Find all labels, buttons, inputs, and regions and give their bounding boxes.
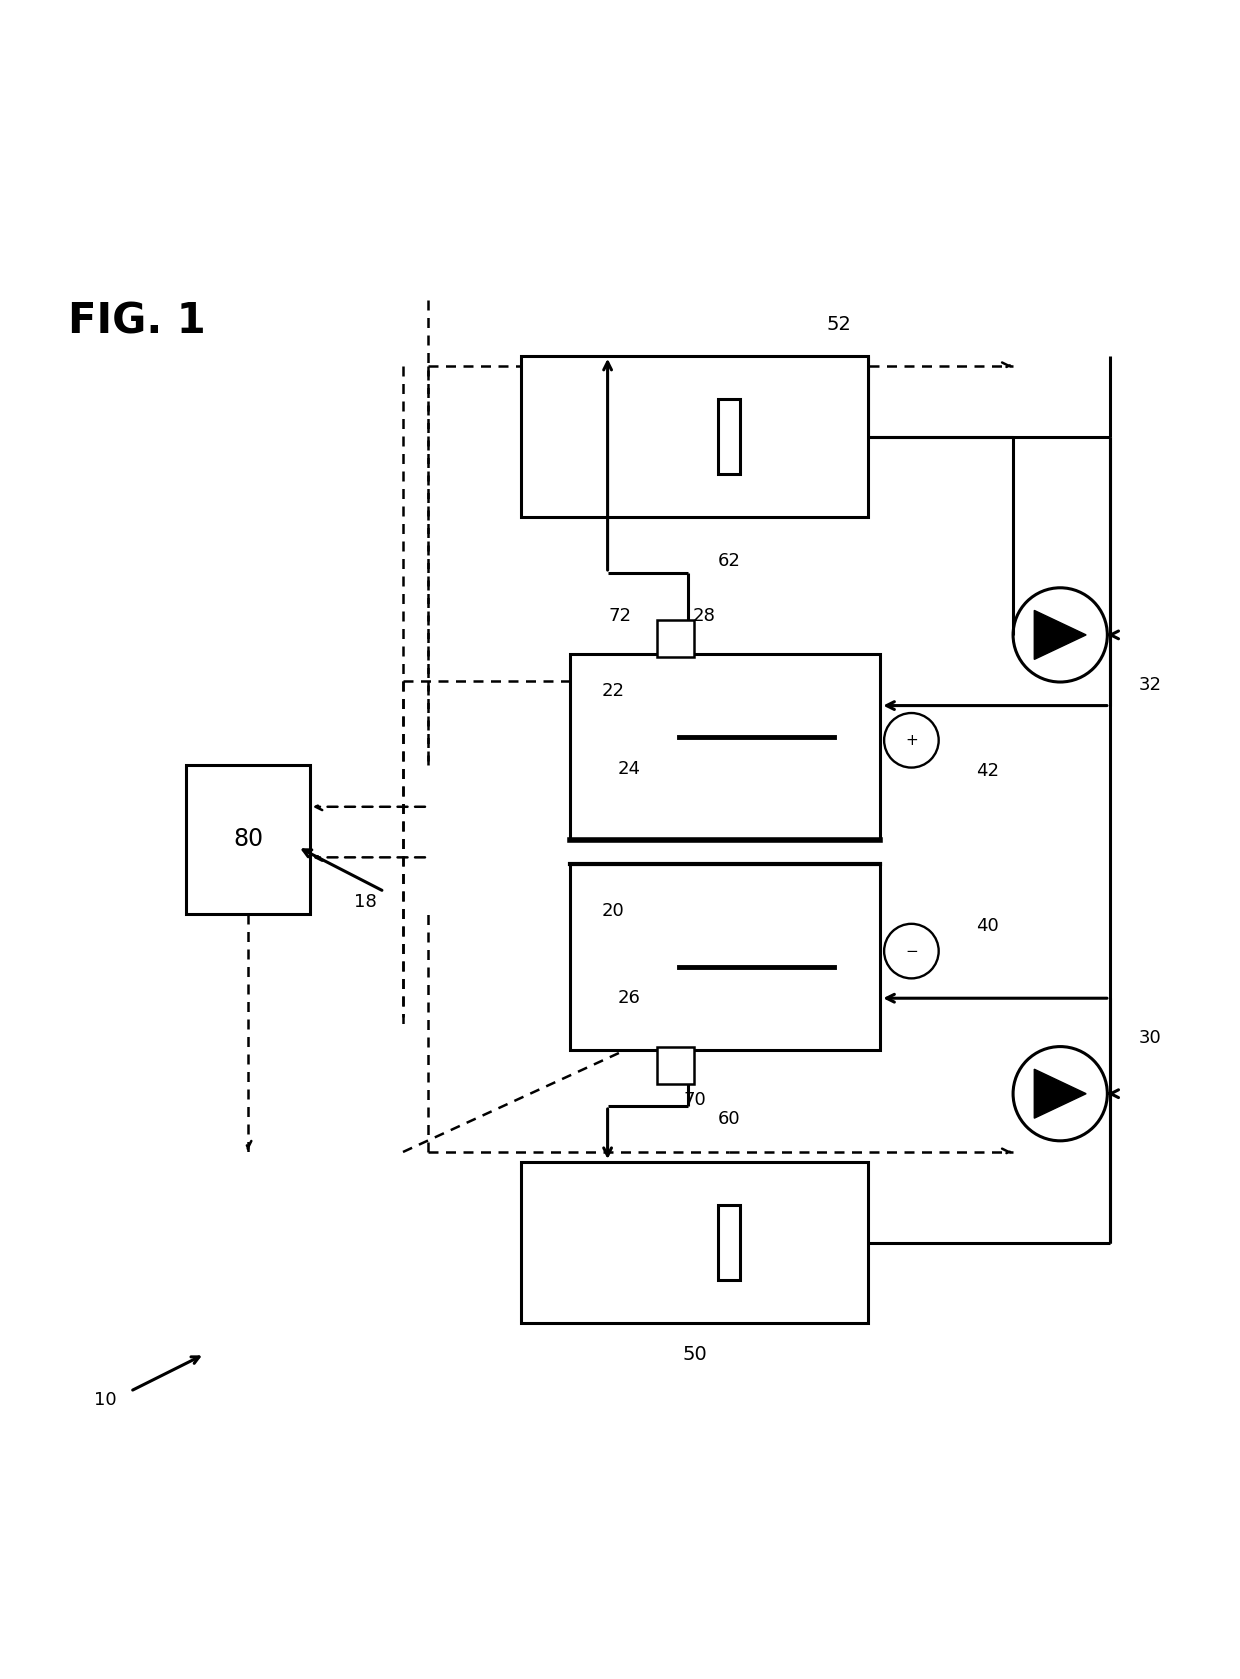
Text: 72: 72 — [609, 608, 631, 625]
Bar — [657, 620, 694, 656]
Bar — [186, 766, 310, 913]
Bar — [657, 1046, 694, 1083]
Text: 52: 52 — [826, 316, 851, 334]
Text: 50: 50 — [682, 1345, 707, 1363]
Polygon shape — [1034, 1070, 1086, 1118]
Text: 62: 62 — [718, 551, 740, 569]
Text: 24: 24 — [618, 761, 641, 777]
Polygon shape — [1034, 611, 1086, 660]
Text: 10: 10 — [94, 1390, 117, 1409]
Text: 80: 80 — [233, 828, 263, 851]
Text: 22: 22 — [601, 682, 625, 700]
Bar — [718, 1206, 740, 1279]
Text: 18: 18 — [355, 893, 377, 912]
Bar — [570, 653, 880, 840]
Text: 70: 70 — [683, 1091, 706, 1108]
Text: 20: 20 — [601, 902, 624, 920]
Text: +: + — [905, 732, 918, 747]
Text: −: − — [905, 944, 918, 959]
Bar — [570, 865, 880, 1051]
Text: 26: 26 — [618, 989, 640, 1007]
Text: 60: 60 — [718, 1110, 740, 1128]
Text: 28: 28 — [692, 608, 715, 625]
Text: FIG. 1: FIG. 1 — [68, 301, 206, 343]
Bar — [521, 1162, 868, 1323]
Bar — [521, 356, 868, 517]
Text: 40: 40 — [976, 917, 998, 935]
Text: 32: 32 — [1138, 675, 1162, 693]
Text: 42: 42 — [976, 762, 999, 781]
Bar — [718, 400, 740, 473]
Text: 30: 30 — [1138, 1029, 1161, 1048]
